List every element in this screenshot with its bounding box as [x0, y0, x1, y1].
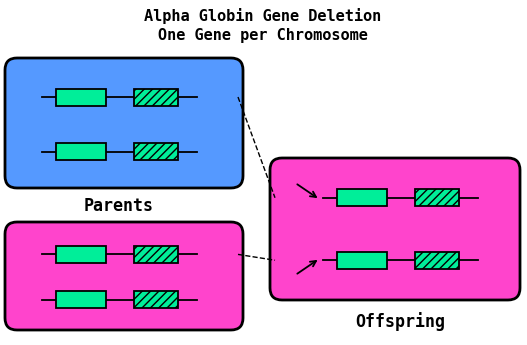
- FancyBboxPatch shape: [415, 252, 459, 269]
- FancyBboxPatch shape: [134, 89, 178, 106]
- FancyBboxPatch shape: [337, 252, 387, 269]
- FancyBboxPatch shape: [56, 246, 106, 263]
- FancyBboxPatch shape: [56, 89, 106, 106]
- Text: One Gene per Chromosome: One Gene per Chromosome: [158, 28, 368, 43]
- FancyBboxPatch shape: [134, 246, 178, 263]
- FancyBboxPatch shape: [5, 58, 243, 188]
- FancyBboxPatch shape: [134, 291, 178, 308]
- FancyBboxPatch shape: [270, 158, 520, 300]
- FancyBboxPatch shape: [134, 143, 178, 160]
- Text: Offspring: Offspring: [355, 312, 445, 331]
- FancyBboxPatch shape: [56, 143, 106, 160]
- FancyBboxPatch shape: [56, 291, 106, 308]
- Text: Alpha Globin Gene Deletion: Alpha Globin Gene Deletion: [144, 8, 382, 24]
- Text: Parents: Parents: [84, 197, 154, 215]
- FancyBboxPatch shape: [5, 222, 243, 330]
- FancyBboxPatch shape: [337, 189, 387, 206]
- FancyBboxPatch shape: [415, 189, 459, 206]
